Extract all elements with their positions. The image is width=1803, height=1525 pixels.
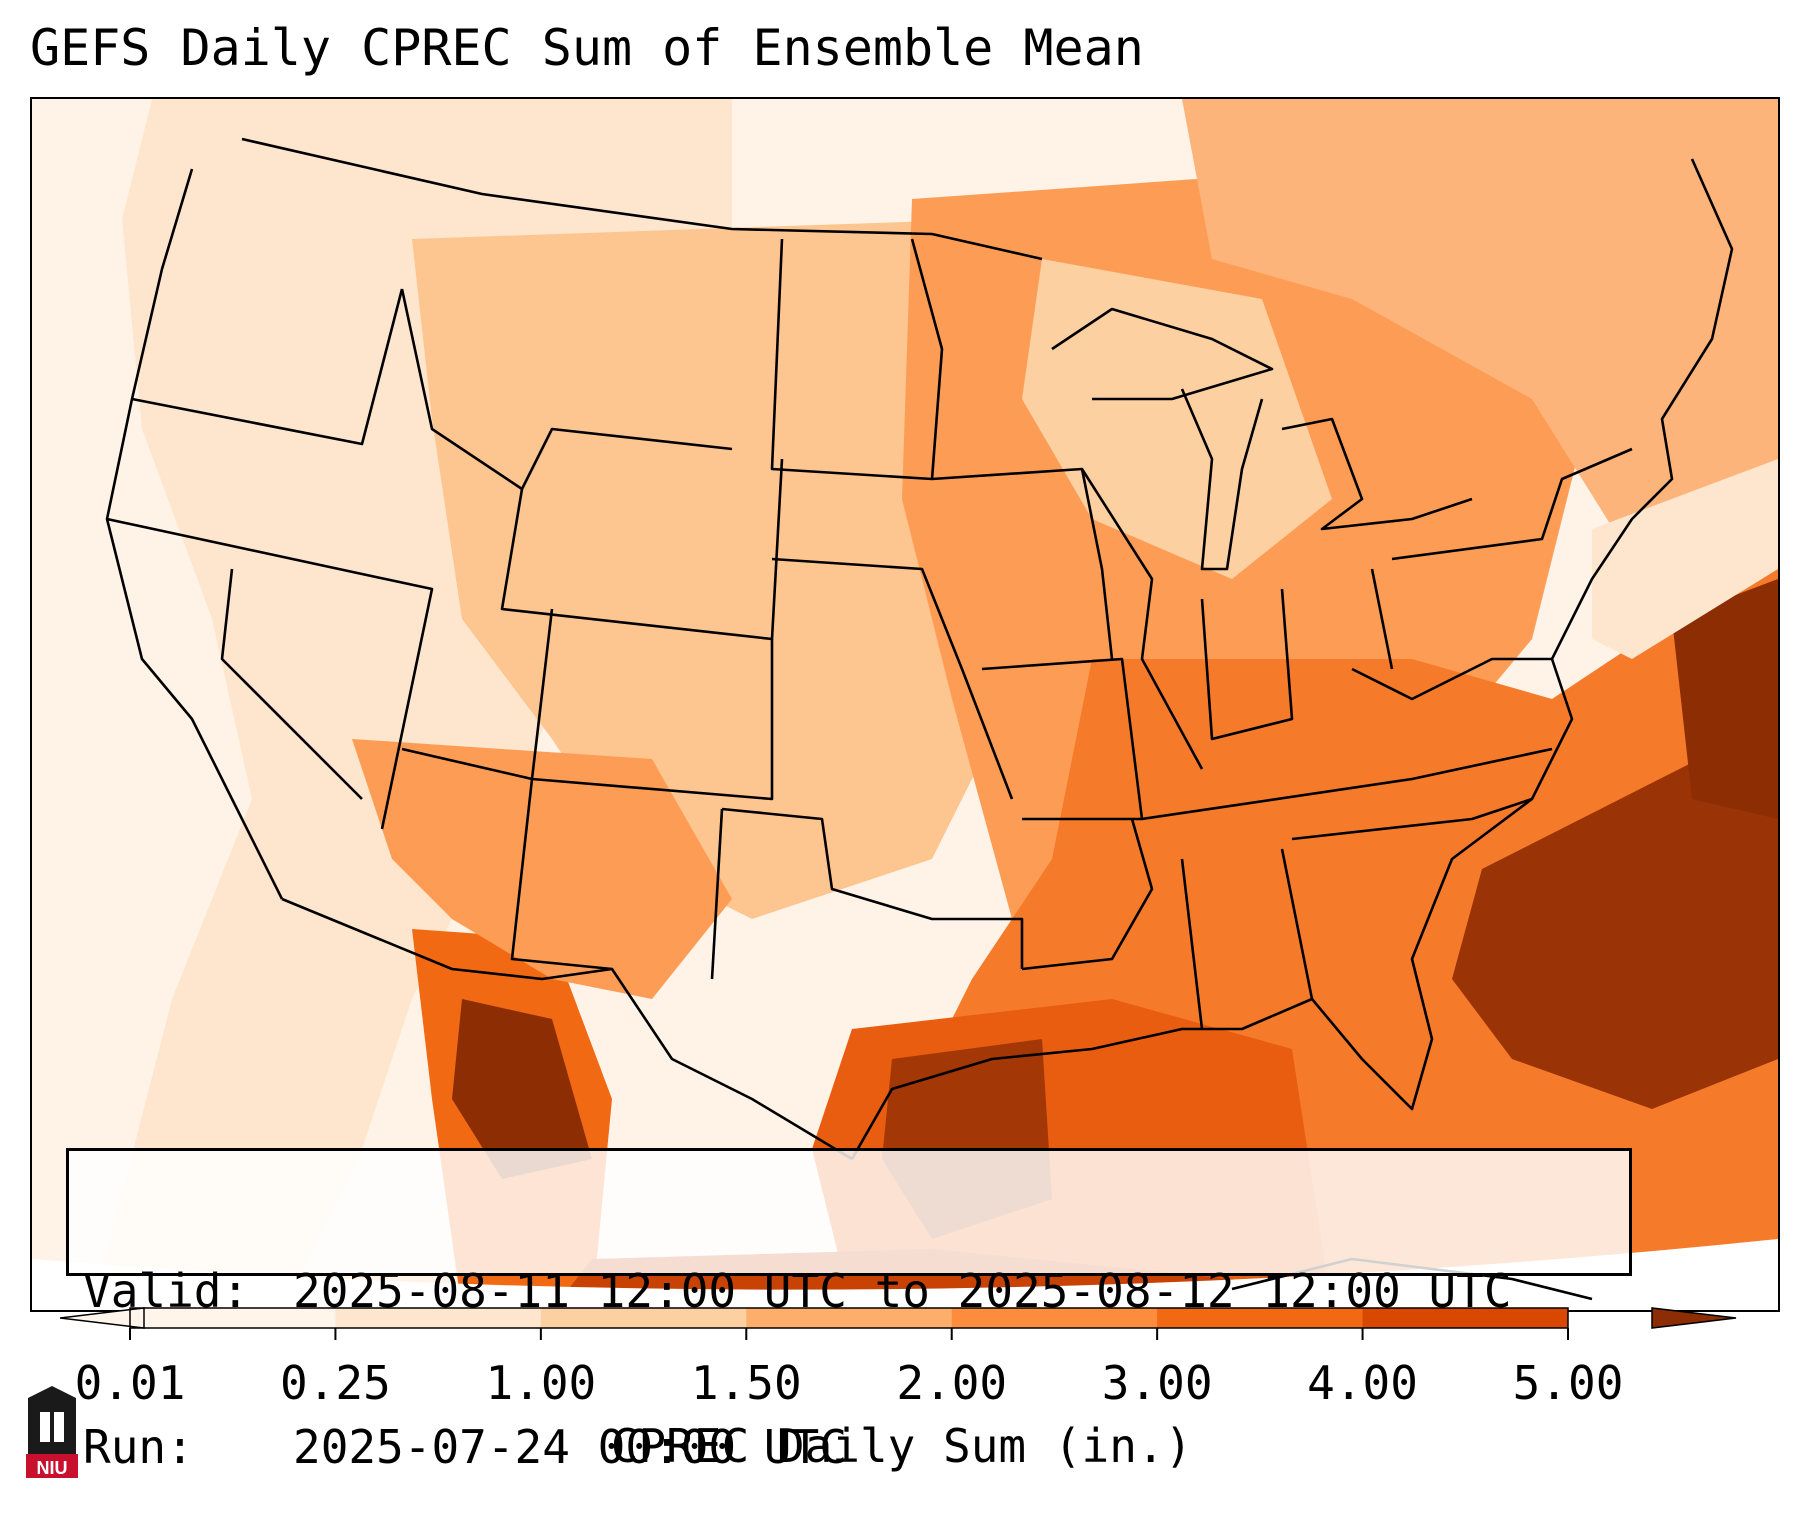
colorbar-tick-label: 2.00	[896, 1356, 1008, 1410]
colorbar-segment	[1362, 1308, 1569, 1328]
precip-field	[92, 99, 1778, 1310]
colorbar-segments	[130, 1308, 1569, 1328]
logo-banner-icon	[26, 1454, 78, 1478]
border-mo-ar	[981, 657, 1144, 821]
lake-michigan	[1180, 388, 1264, 571]
us-canada-border	[241, 137, 1043, 261]
colorbar-tick-label: 1.50	[690, 1356, 802, 1410]
field-atlantic-max	[1452, 719, 1778, 1109]
colorbar-tick-label: 0.25	[280, 1356, 391, 1410]
colorbar-outline	[129, 1307, 1569, 1329]
colorbar-tick-label: 4.00	[1307, 1356, 1418, 1410]
border-mn-ia	[931, 467, 1114, 660]
colorbar-extend-left	[60, 1307, 145, 1329]
precipitation-map	[30, 97, 1780, 1312]
field-atlantic-max2	[1672, 579, 1778, 819]
border-ne-ks	[771, 557, 1014, 800]
border-pa-ny	[1391, 447, 1633, 561]
border-la-ms	[1021, 818, 1154, 971]
logo-window-bar-icon	[50, 1412, 54, 1442]
lake-superior	[1051, 307, 1274, 401]
colorbar-segment	[746, 1308, 953, 1328]
border-al-ga	[1280, 848, 1314, 1000]
border-ky-tn	[1141, 747, 1553, 821]
run-line: Run: 2025-07-24 00:00 UTC	[83, 1421, 1615, 1473]
border-in-oh	[1200, 588, 1294, 741]
atlantic-coast	[1550, 158, 1734, 660]
border-ok-tx	[721, 807, 1024, 969]
border-co	[530, 608, 774, 801]
border-nv-ut	[361, 572, 434, 830]
border-ca-nv	[220, 568, 363, 800]
border-or-ca	[106, 517, 363, 576]
gulf-coast	[850, 658, 1574, 1160]
map-canvas	[32, 99, 1778, 1310]
border-az-nm	[401, 747, 613, 971]
border-ga-sc-nc	[1291, 797, 1533, 841]
colorbar-segment	[130, 1308, 336, 1328]
border-nm-tx	[710, 808, 724, 980]
niu-logo: NIU	[26, 1386, 78, 1478]
colorbar-tick-label: 0.01	[74, 1356, 186, 1410]
field-southwest	[352, 739, 732, 999]
colorbar-extend-right	[1651, 1307, 1737, 1329]
border-wy	[500, 458, 784, 641]
logo-text: NIU	[37, 1458, 68, 1478]
border-va-wv	[1351, 657, 1552, 701]
field-plains	[412, 219, 1032, 919]
field-new-england-light	[1592, 459, 1778, 659]
colorbar-ticks	[129, 1307, 1569, 1340]
lake-erie-huron	[1281, 417, 1473, 531]
valid-run-infobox: Valid: 2025-08-11 12:00 UTC to 2025-08-12…	[66, 1148, 1632, 1473]
colorbar-segment	[335, 1308, 542, 1328]
colorbar-segment	[540, 1308, 747, 1328]
us-west-coast	[105, 168, 284, 900]
colorbar-segment	[1157, 1308, 1364, 1328]
run-label: Run:	[83, 1420, 194, 1474]
colorbar	[60, 1307, 1737, 1340]
border-ms-al	[1180, 858, 1204, 1030]
border-wi-il	[1080, 468, 1204, 770]
field-lakes	[1022, 259, 1332, 579]
field-mexico-max	[452, 999, 592, 1179]
field-north-east	[1182, 99, 1778, 559]
projection-edge	[32, 1239, 1778, 1310]
border-wa-or	[131, 288, 404, 446]
colorbar-tick-label: 5.00	[1512, 1356, 1624, 1410]
map-title: GEFS Daily CPREC Sum of Ensemble Mean	[30, 19, 1144, 77]
colorbar-tick-label: 1.00	[485, 1356, 597, 1410]
state-boundaries	[105, 137, 1734, 1301]
colorbar-segment	[951, 1308, 1158, 1328]
colorbar-label: CPREC Daily Sum (in.)	[610, 1419, 1193, 1473]
border-oh-pa	[1370, 568, 1394, 670]
run-value: 2025-07-24 00:00 UTC	[293, 1420, 847, 1474]
colorbar-tick-label: 3.00	[1101, 1356, 1213, 1410]
